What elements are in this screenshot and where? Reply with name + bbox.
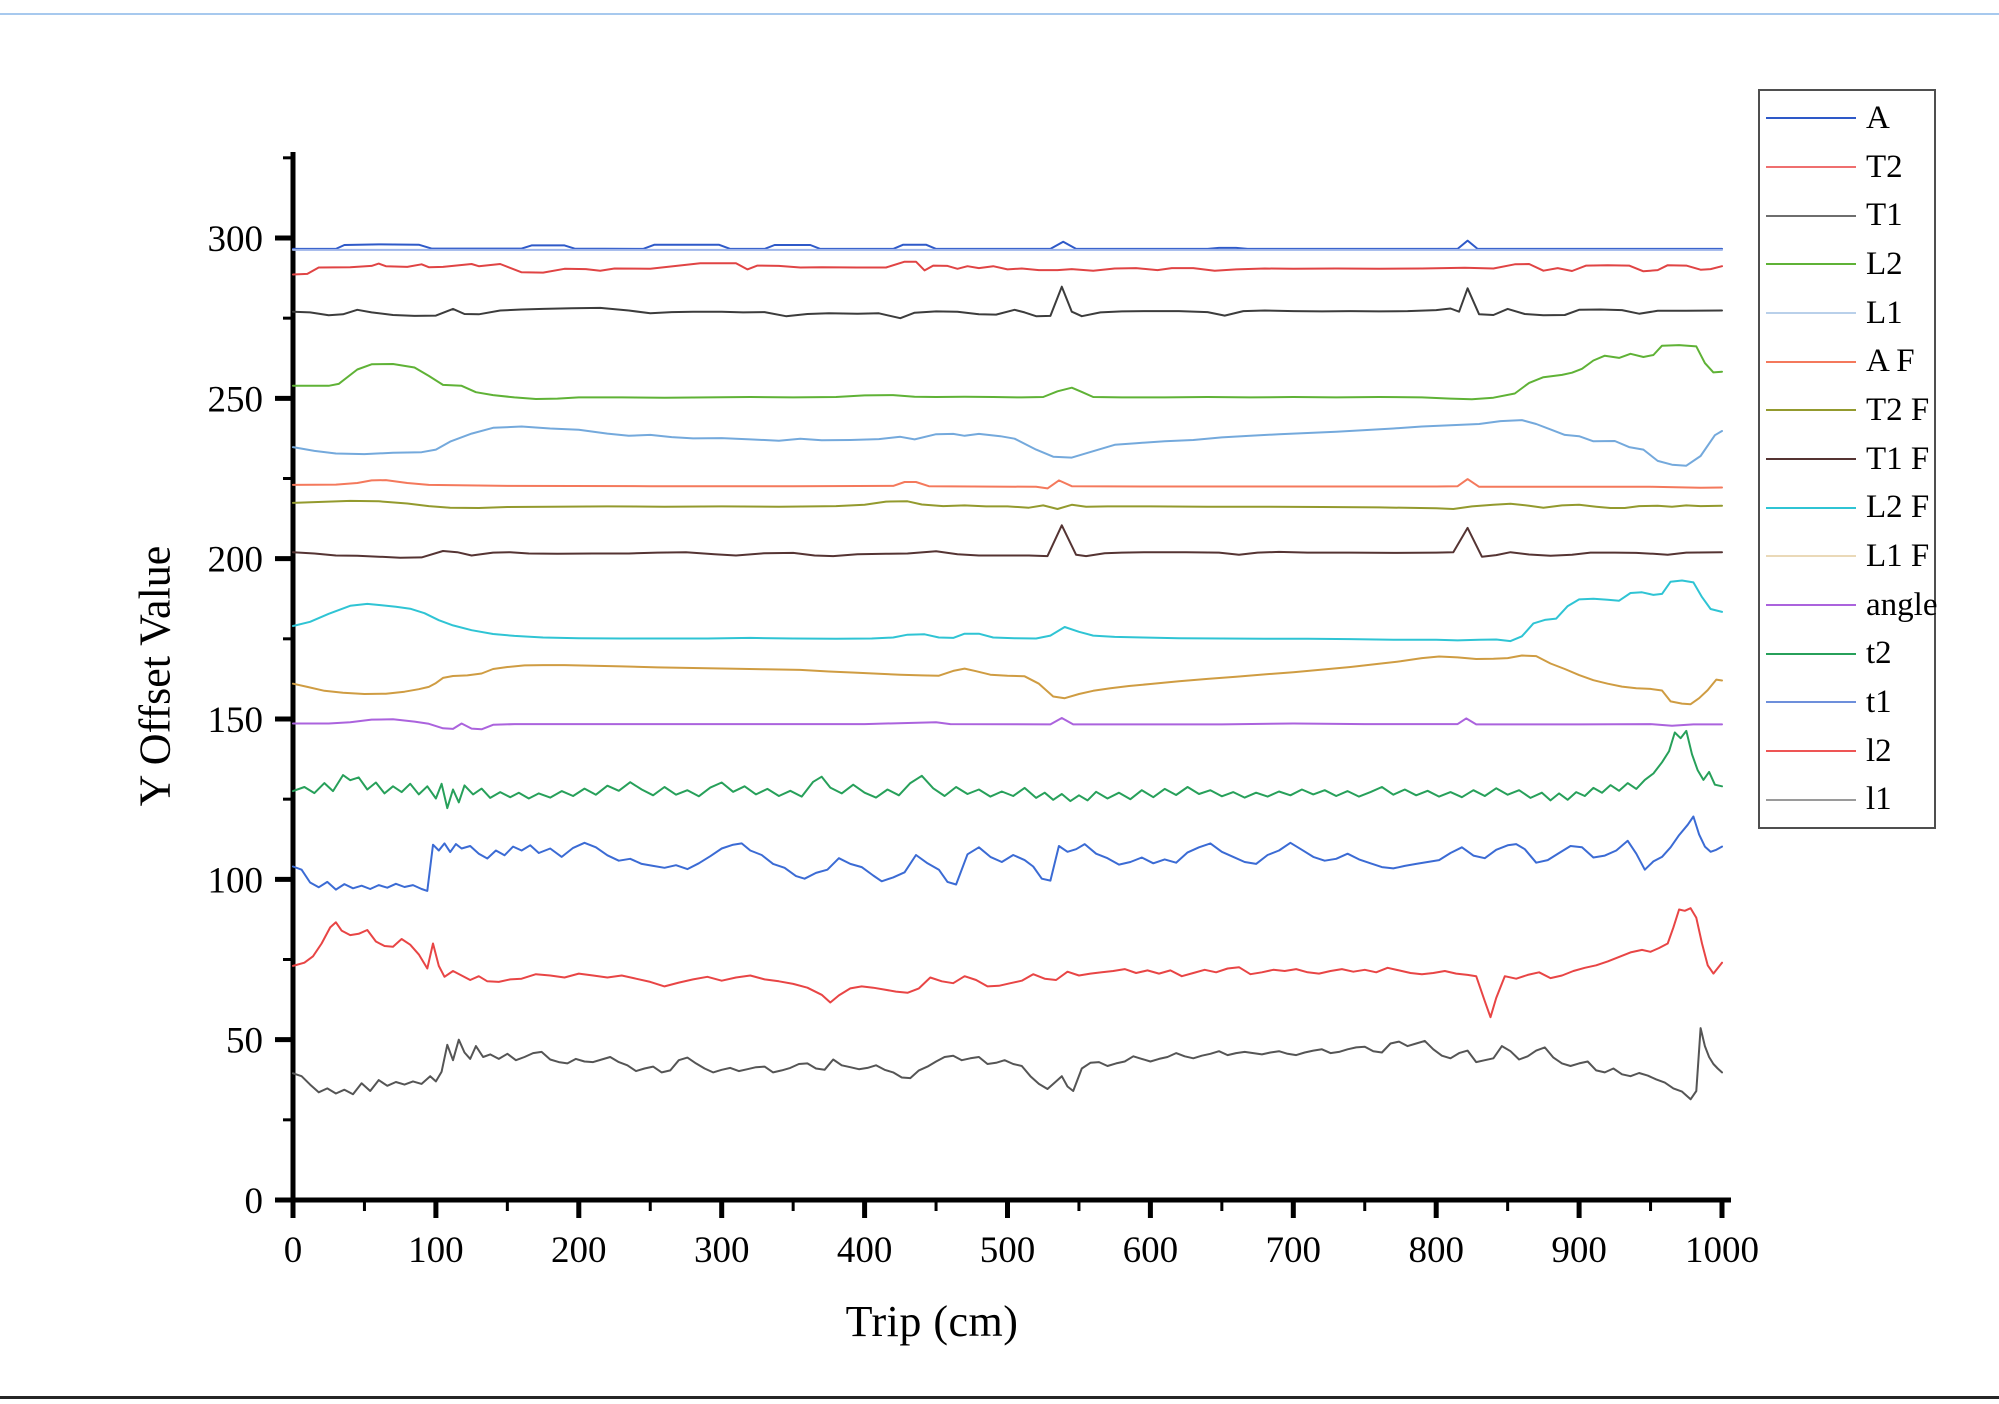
series-line-a: [292, 239, 1723, 250]
legend-swatch: [1766, 360, 1856, 363]
legend-label: l1: [1866, 781, 1892, 818]
x-tick-label: 0: [284, 1230, 303, 1271]
legend-item: l1: [1760, 775, 1934, 824]
y-tick-label: 50: [226, 1021, 263, 1062]
legend-label: T2 F: [1866, 391, 1930, 428]
series-line-t2: [292, 260, 1723, 276]
legend-item: l2: [1760, 727, 1934, 776]
series-line-t1: [292, 815, 1723, 892]
legend-swatch: [1766, 117, 1856, 120]
y-tick-label: 100: [208, 860, 264, 901]
axes: [275, 152, 1731, 1218]
y-tick-label: 250: [208, 379, 264, 420]
series-line-l1-f: [292, 654, 1723, 706]
legend-swatch: [1766, 312, 1856, 315]
legend-item: angle: [1760, 581, 1938, 630]
legend-item: t1: [1760, 678, 1934, 727]
legend-item: L1 F: [1760, 532, 1934, 581]
legend-item: L1: [1760, 289, 1934, 338]
series-line-l1: [292, 419, 1723, 467]
series-line-l2: [292, 907, 1723, 1019]
series-line-t1-f: [292, 524, 1723, 559]
x-tick-label: 900: [1551, 1230, 1607, 1271]
x-tick-label: 600: [1123, 1230, 1179, 1271]
x-tick-label: 400: [837, 1230, 893, 1271]
legend-swatch: [1766, 409, 1856, 412]
legend-swatch: [1766, 701, 1856, 704]
legend-swatch: [1766, 458, 1856, 461]
legend-item: L2 F: [1760, 483, 1934, 532]
legend-label: A: [1866, 99, 1890, 136]
x-axis-title: Trip (cm): [845, 1297, 1019, 1346]
legend-item: A F: [1760, 337, 1934, 386]
legend-item: T2 F: [1760, 386, 1934, 435]
y-tick-label: 200: [208, 540, 264, 581]
legend-item: L2: [1760, 240, 1934, 289]
series-line-t1: [292, 285, 1723, 320]
x-tick-label: 1000: [1685, 1230, 1759, 1271]
y-axis-title: Y Offset Value: [130, 545, 180, 807]
legend-label: L1 F: [1866, 537, 1930, 574]
legend: A T2 T1 L2 L1 A F T2 F T1 F L2 F L1 F angle t2 t1 l2 l…: [1758, 89, 1938, 829]
tick-labels: 0 50 100 150 200 250 300 0 100 200 300 400 500 600 700…: [208, 219, 1760, 1271]
series-lines: [292, 239, 1723, 1101]
legend-item: A: [1760, 94, 1934, 143]
legend-label: t1: [1866, 683, 1892, 720]
legend-item: T1 F: [1760, 435, 1934, 484]
legend-label: T1: [1866, 197, 1903, 234]
series-line-angle: [292, 717, 1723, 731]
series-line-l1: [292, 1027, 1723, 1101]
legend-swatch: [1766, 555, 1856, 558]
window-bottom-border: [0, 1396, 1999, 1399]
y-tick-label: 150: [208, 700, 264, 741]
legend-swatch: [1766, 506, 1856, 509]
legend-item: T1: [1760, 191, 1934, 240]
legend-swatch: [1766, 652, 1856, 655]
legend-label: L2: [1866, 245, 1903, 282]
series-line-l2-f: [292, 579, 1723, 643]
legend-item: T2: [1760, 143, 1934, 192]
x-tick-label: 700: [1266, 1230, 1322, 1271]
legend-swatch: [1766, 798, 1856, 801]
series-line-t2-f: [292, 499, 1723, 510]
legend-item: t2: [1760, 629, 1934, 678]
y-tick-label: 300: [208, 219, 264, 260]
series-line-l2: [292, 344, 1723, 401]
legend-swatch: [1766, 604, 1856, 607]
series-line-a-f: [292, 478, 1723, 490]
legend-label: t2: [1866, 635, 1892, 672]
series-line-t2: [292, 729, 1723, 810]
legend-label: angle: [1866, 586, 1938, 623]
legend-label: L2 F: [1866, 489, 1930, 526]
y-tick-label: 0: [245, 1181, 264, 1222]
legend-label: T2: [1866, 148, 1903, 185]
legend-swatch: [1766, 214, 1856, 217]
x-tick-label: 200: [551, 1230, 607, 1271]
window-top-border: [0, 13, 1999, 15]
legend-label: l2: [1866, 732, 1892, 769]
legend-label: T1 F: [1866, 440, 1930, 477]
legend-label: A F: [1866, 343, 1915, 380]
x-tick-label: 300: [694, 1230, 750, 1271]
x-tick-label: 800: [1408, 1230, 1464, 1271]
legend-swatch: [1766, 166, 1856, 168]
legend-swatch: [1766, 750, 1856, 753]
legend-label: L1: [1866, 294, 1903, 331]
x-tick-label: 100: [408, 1230, 464, 1271]
x-tick-label: 500: [980, 1230, 1036, 1271]
legend-swatch: [1766, 263, 1856, 266]
